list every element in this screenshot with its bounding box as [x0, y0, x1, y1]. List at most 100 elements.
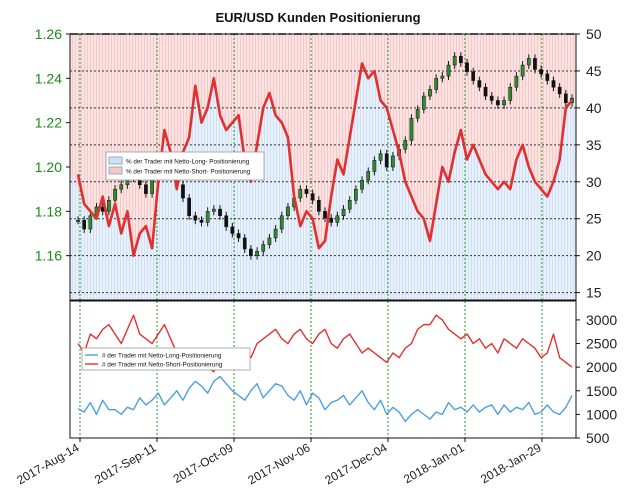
- price-candle: [421, 95, 426, 110]
- x-tick-label: 2017-Sep-11: [92, 440, 159, 487]
- right-tick-label: 40: [586, 100, 602, 116]
- chart-title: EUR/USD Kunden Positionierung: [215, 10, 420, 25]
- legend-swatch: [108, 166, 123, 175]
- price-candle: [347, 200, 352, 210]
- x-tick-label: 2017-Dec-04: [322, 440, 389, 487]
- price-candle: [249, 248, 253, 256]
- price-candle: [508, 86, 513, 101]
- price-candle: [82, 219, 87, 230]
- price-candle: [514, 75, 519, 88]
- price-candle: [563, 93, 568, 103]
- right-tick-label: 35: [586, 137, 602, 153]
- right-tick-label: 45: [586, 63, 602, 79]
- price-candle: [205, 211, 210, 223]
- price-candle: [199, 219, 204, 223]
- long-traders-line: [77, 375, 573, 423]
- right-tick-label: 1000: [586, 406, 617, 422]
- right-tick-label: 20: [586, 248, 602, 264]
- right-tick-label: 25: [586, 211, 602, 227]
- price-candle: [489, 95, 494, 101]
- price-candle: [341, 208, 346, 217]
- price-candle: [267, 237, 272, 245]
- legend-label: % der Trader mit Netto-Short- Positionie…: [126, 169, 251, 176]
- x-tick-label: 2018-Jan-01: [401, 440, 467, 486]
- short-traders-line: [77, 314, 573, 373]
- price-candle: [409, 117, 414, 141]
- price-candle: [496, 100, 500, 106]
- price-candle: [298, 188, 303, 199]
- price-candle: [360, 180, 364, 190]
- right-tick-label: 2500: [586, 336, 617, 352]
- bottom-legend-box: [81, 347, 251, 371]
- price-candle: [551, 80, 556, 88]
- legend-label: # der Trader mit Netto-Long-Positionieru…: [102, 353, 222, 360]
- price-candle: [446, 64, 451, 77]
- price-candle: [459, 55, 463, 64]
- bottom-panel-border: [69, 300, 577, 439]
- price-candle: [316, 200, 321, 212]
- price-candle: [471, 71, 476, 81]
- top-legend: % der Trader mit Netto-Long- Positionier…: [105, 151, 265, 181]
- x-tick-label: 2018-Jan-29: [478, 440, 544, 486]
- price-candle: [372, 160, 377, 172]
- top-legend-box: [105, 151, 265, 181]
- price-candle: [88, 215, 93, 230]
- price-candle: [286, 206, 290, 217]
- legend-swatch: [108, 156, 123, 165]
- price-candle: [391, 155, 395, 168]
- right-tick-label: 15: [586, 285, 602, 301]
- price-candle: [113, 188, 117, 201]
- x-tick-label: 2017-Nov-06: [245, 440, 312, 487]
- long-fill-texture: [70, 63, 576, 300]
- left-tick-label: 1.16: [35, 248, 62, 264]
- right-tick-label: 500: [586, 430, 610, 446]
- price-candle: [452, 55, 457, 66]
- right-tick-label: 2000: [586, 359, 617, 375]
- price-candle: [242, 237, 247, 250]
- price-candle: [335, 215, 340, 223]
- price-candle: [502, 100, 506, 106]
- price-candle: [366, 171, 371, 181]
- price-candle: [310, 193, 315, 201]
- price-candle: [403, 140, 408, 150]
- x-tick-label: 2017-Oct-09: [171, 440, 236, 486]
- price-candle: [539, 69, 543, 75]
- top-panel: 1.16 1.18 1.20 1.22 1.24 1.26 15 20 25 30 35 40 45 50…: [35, 26, 602, 438]
- left-tick-label: 1.20: [35, 159, 62, 175]
- bottom-legend: # der Trader mit Netto-Long-Positionieru…: [81, 347, 251, 371]
- left-tick-label: 1.22: [35, 115, 62, 131]
- price-candle: [230, 226, 235, 234]
- price-candle: [378, 153, 383, 161]
- right-tick-label: 50: [586, 26, 602, 42]
- price-candle: [465, 62, 469, 72]
- price-candle: [261, 244, 266, 252]
- price-candle: [193, 215, 198, 221]
- price-candle: [119, 184, 124, 190]
- left-tick-label: 1.24: [35, 70, 62, 86]
- price-candle: [415, 109, 420, 119]
- bottom-panel: 500 1000 1500 2000 2500 3000 # der Trader mit …: [69, 300, 617, 446]
- price-candle: [107, 200, 111, 212]
- price-candle: [323, 211, 327, 219]
- price-candle: [428, 89, 432, 97]
- price-candle: [520, 64, 525, 77]
- price-candle: [255, 250, 259, 256]
- price-candle: [526, 58, 531, 66]
- price-candle: [224, 215, 229, 228]
- legend-label: # der Trader mit Netto-Short-Positionier…: [102, 362, 223, 369]
- price-candle: [76, 219, 80, 222]
- price-candle: [273, 228, 278, 239]
- price-candle: [483, 86, 488, 97]
- price-candle: [304, 188, 309, 194]
- right-tick-label: 1500: [586, 383, 617, 399]
- price-candle: [440, 75, 445, 79]
- right-tick-label: 30: [586, 174, 602, 190]
- price-candle: [236, 233, 241, 239]
- left-tick-label: 1.26: [35, 26, 62, 42]
- price-candle: [329, 217, 334, 223]
- x-axis: 2017-Aug-14 2017-Sep-11 2017-Oct-09 2017-No…: [14, 438, 544, 487]
- price-candle: [545, 73, 550, 81]
- legend-label: % der Trader mit Netto-Long- Positionier…: [126, 159, 250, 166]
